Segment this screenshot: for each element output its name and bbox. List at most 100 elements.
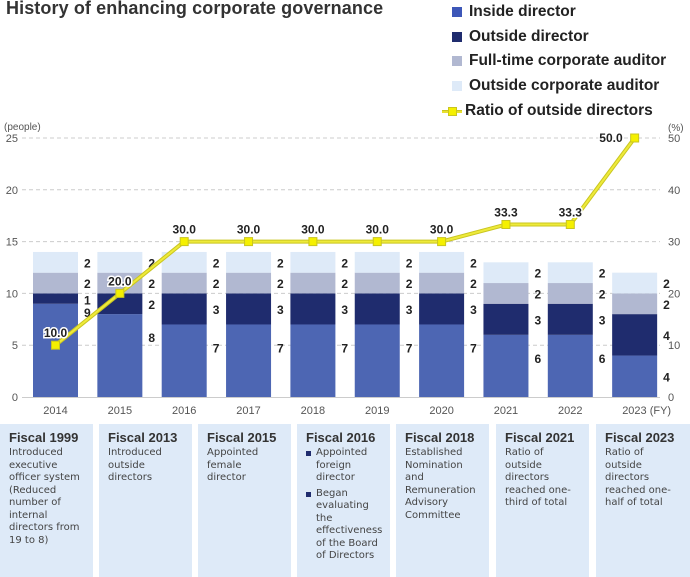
segment-value-label: 2 xyxy=(406,256,413,270)
bar-segment-outside-director xyxy=(612,314,658,356)
bar-segment-inside-director xyxy=(547,334,593,397)
milestone-card: Fiscal 2023 Ratio of outside directors re… xyxy=(596,424,690,577)
x-tick-label: 2019 xyxy=(365,405,389,417)
segment-value-label: 2 xyxy=(341,277,348,291)
legend-label: Full-time corporate auditor xyxy=(469,52,667,70)
ratio-marker xyxy=(501,220,511,230)
segment-value-label: 2 xyxy=(599,287,606,301)
segment-value-label: 2 xyxy=(148,298,155,312)
y-right-tick-label: 0 xyxy=(668,392,674,404)
bar-segment-inside-director xyxy=(419,324,465,397)
bar-segment-fulltime-auditor xyxy=(161,272,207,294)
milestone-title: Fiscal 2016 xyxy=(306,430,376,445)
milestones-panel: Fiscal 1999 Introduced executive officer … xyxy=(0,424,690,577)
milestone-text: Established Nomination and Remuneration … xyxy=(405,447,476,521)
segment-value-label: 3 xyxy=(470,303,477,317)
y-tick-label: 5 xyxy=(12,340,18,352)
bar-segment-inside-director xyxy=(226,324,272,397)
segment-value-label: 7 xyxy=(406,341,413,355)
bar-segment-outside-auditor xyxy=(612,272,658,294)
milestone-card: Fiscal 2015 Appointed female director xyxy=(198,424,291,577)
milestone-title: Fiscal 2013 xyxy=(108,430,178,445)
legend-swatch-outside-director-icon xyxy=(452,31,462,42)
bar-segment-inside-director xyxy=(97,314,143,397)
segment-value-label: 3 xyxy=(213,303,220,317)
x-tick-label: 2018 xyxy=(301,405,325,417)
ratio-value-label: 10.0 xyxy=(44,326,68,340)
legend-item-inside-director: Inside director xyxy=(450,0,666,25)
milestone-list-item: Appointed foreign director xyxy=(306,447,381,485)
x-tick-label: 2017 xyxy=(236,405,260,417)
ratio-marker xyxy=(179,237,189,247)
bar-segment-inside-director xyxy=(290,324,336,397)
y-tick-label: 0 xyxy=(12,392,18,404)
y-axis-unit-label: (people) xyxy=(4,122,41,133)
segment-value-label: 7 xyxy=(341,341,348,355)
ratio-value-label: 20.0 xyxy=(108,274,132,288)
segment-value-label: 2 xyxy=(599,267,606,281)
segment-value-label: 2 xyxy=(277,256,284,270)
milestone-card: Fiscal 1999 Introduced executive officer … xyxy=(0,424,93,577)
bar-segment-outside-auditor xyxy=(33,251,78,273)
milestone-card: Fiscal 2016 Appointed foreign director Beg… xyxy=(297,424,390,577)
bar-segment-inside-director xyxy=(483,334,529,397)
milestone-text: Appointed female director xyxy=(207,447,259,483)
axes: 0 5 10 15 20 25 0 10 20 30 40 50 (people) (%) 2014 2015… xyxy=(4,122,684,417)
ratio-marker xyxy=(308,237,318,247)
ratio-marker xyxy=(51,340,60,350)
bar-segment-outside-auditor xyxy=(419,251,465,273)
segment-value-label: 4 xyxy=(663,329,670,343)
segment-value-label: 4 xyxy=(663,370,670,384)
segment-value-label: 3 xyxy=(534,313,541,327)
x-tick-label: 2014 xyxy=(43,405,67,417)
milestone-text: Ratio of outside directors reached one-t… xyxy=(505,447,571,508)
legend-swatch-outside-auditor-icon xyxy=(452,81,462,92)
milestone-card: Fiscal 2013 Introduced outside directors xyxy=(99,424,192,577)
legend-item-fulltime-auditor: Full-time corporate auditor xyxy=(450,49,666,74)
segment-value-label: 2 xyxy=(534,267,541,281)
segment-value-label: 2 xyxy=(213,256,220,270)
bar-segment-outside-auditor xyxy=(483,262,529,284)
chart-title: History of enhancing corporate governanc… xyxy=(6,0,384,18)
x-tick-label: 2015 xyxy=(108,405,132,417)
segment-value-label: 7 xyxy=(277,341,284,355)
y-right-tick-label: 50 xyxy=(668,133,680,145)
x-tick-label: 2022 xyxy=(558,405,582,417)
ratio-marker xyxy=(115,288,125,298)
y-right-axis-unit-label: (%) xyxy=(668,123,684,134)
segment-value-label: 2 xyxy=(663,277,670,291)
bar-segment-fulltime-auditor xyxy=(290,272,336,294)
ratio-value-label: 33.3 xyxy=(494,206,518,220)
milestone-title: Fiscal 2021 xyxy=(505,430,575,445)
bar-segment-fulltime-auditor xyxy=(226,272,272,294)
bar-segment-outside-auditor xyxy=(290,251,336,273)
legend-item-outside-director: Outside director xyxy=(450,25,666,50)
milestone-card: Fiscal 2021 Ratio of outside directors re… xyxy=(496,424,589,577)
y-right-tick-label: 40 xyxy=(668,185,680,197)
ratio-line-path xyxy=(54,137,636,346)
segment-value-label: 2 xyxy=(534,287,541,301)
ratio-line: 10.0 20.0 30.0 30.0 30.0 30.0 30.0 33.3 33.3 50.0 xyxy=(42,130,640,350)
y-right-tick-label: 10 xyxy=(668,340,680,352)
bar-segment-outside-auditor xyxy=(97,251,143,273)
ratio-value-label: 30.0 xyxy=(301,223,325,237)
bar-segment-outside-auditor xyxy=(161,251,207,273)
milestone-card: Fiscal 2018 Established Nomination and Re… xyxy=(396,424,489,577)
milestone-title: Fiscal 2015 xyxy=(207,430,277,445)
segment-value-label: 7 xyxy=(213,341,220,355)
segment-value-label: 2 xyxy=(84,277,91,291)
y-tick-label: 10 xyxy=(6,288,18,300)
legend-label: Ratio of outside directors xyxy=(465,101,653,119)
segment-value-label: 2 xyxy=(663,298,670,312)
ratio-marker xyxy=(565,220,575,230)
segment-value-label: 6 xyxy=(534,352,541,366)
segment-value-label: 2 xyxy=(341,256,348,270)
segment-value-label: 9 xyxy=(84,306,91,320)
y-tick-label: 20 xyxy=(6,185,18,197)
ratio-marker xyxy=(372,237,382,247)
bar-segment-outside-auditor xyxy=(354,251,400,273)
segment-value-label: 8 xyxy=(148,331,155,345)
bar-segment-outside-director xyxy=(547,303,593,335)
x-tick-label: 2016 xyxy=(172,405,196,417)
bar-segment-outside-director xyxy=(483,303,529,335)
